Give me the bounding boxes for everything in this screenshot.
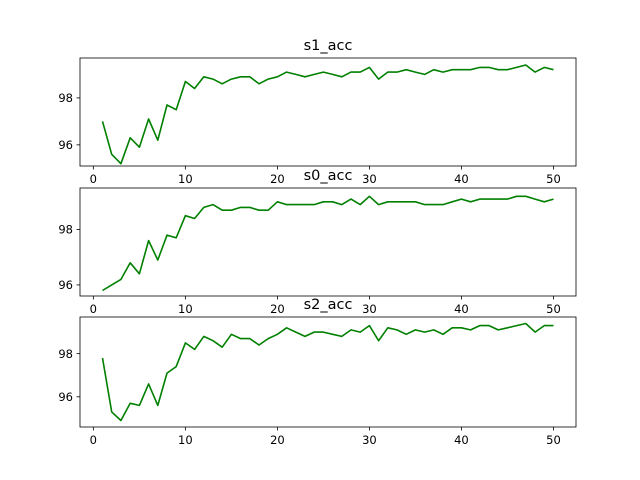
axes-frame [79, 187, 577, 297]
y-tick-label: 98 [58, 91, 73, 105]
x-tick-label: 0 [90, 302, 97, 316]
y-tick-label: 98 [58, 347, 73, 361]
series-line [101, 322, 554, 422]
chart-title: s0_acc [304, 168, 353, 184]
x-tick-label: 40 [454, 172, 469, 186]
axes-frame [79, 57, 577, 167]
y-tick-label: 96 [58, 138, 73, 152]
x-tick-label: 40 [454, 302, 469, 316]
subplot-s1_acc: 0 10 20 30 40 50 96 98 s1_acc [58, 38, 577, 186]
y-tick-label: 96 [58, 390, 73, 404]
x-tick-label: 10 [178, 172, 193, 186]
x-tick-label: 20 [270, 302, 285, 316]
x-tick-label: 20 [270, 433, 285, 447]
series-line [102, 195, 554, 292]
y-tick-label: 96 [58, 278, 73, 292]
x-tick-label: 50 [546, 433, 561, 447]
series-line [101, 64, 554, 165]
x-tick-label: 0 [90, 433, 97, 447]
subplot-s0_acc: 0 10 20 30 40 50 96 98 s0_acc [58, 168, 577, 316]
subplot-s2_acc: 0 10 20 30 40 50 96 98 s2_acc [58, 297, 577, 447]
x-tick-label: 10 [178, 433, 193, 447]
x-tick-label: 40 [454, 433, 469, 447]
x-tick-label: 30 [362, 433, 377, 447]
x-tick-label: 50 [546, 302, 561, 316]
x-tick-label: 20 [270, 172, 285, 186]
x-tick-label: 0 [90, 172, 97, 186]
chart-title: s2_acc [304, 297, 353, 313]
y-tick-label: 98 [58, 223, 73, 237]
x-tick-label: 30 [362, 302, 377, 316]
axes-frame [79, 316, 577, 428]
x-tick-label: 50 [546, 172, 561, 186]
x-tick-label: 10 [178, 302, 193, 316]
x-tick-label: 30 [362, 172, 377, 186]
chart-title: s1_acc [304, 38, 353, 54]
